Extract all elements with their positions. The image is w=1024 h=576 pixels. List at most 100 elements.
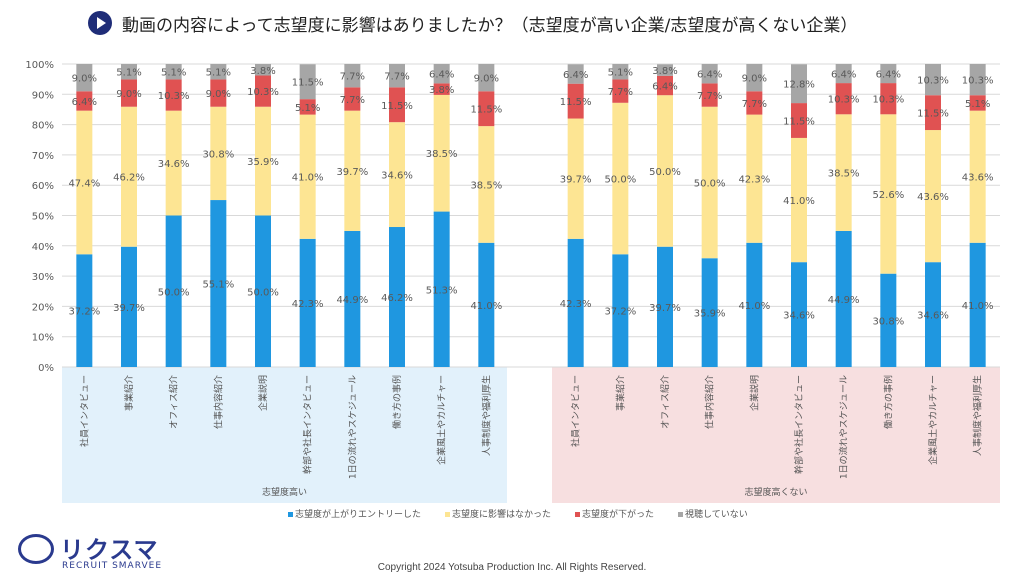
data-label: 38.5%: [470, 180, 502, 191]
x-tick-label: 社員インタビュー: [78, 375, 90, 447]
data-label: 7.7%: [697, 91, 722, 102]
bar-segment: [165, 79, 182, 111]
y-tick-label: 80%: [32, 121, 54, 132]
data-label: 39.7%: [649, 303, 681, 314]
data-label: 35.9%: [694, 309, 726, 320]
data-label: 42.3%: [738, 175, 770, 186]
play-icon: [88, 11, 112, 35]
bar-segment: [880, 114, 897, 274]
data-label: 11.5%: [783, 117, 815, 128]
copyright: Copyright 2024 Yotsuba Production Inc. A…: [377, 562, 647, 573]
data-label: 41.0%: [470, 301, 502, 312]
bar-segment: [210, 79, 227, 107]
y-tick-label: 60%: [32, 181, 54, 192]
bar-segment: [433, 64, 450, 84]
bar-segment: [746, 114, 763, 243]
data-label: 11.5%: [292, 78, 324, 89]
category-band: [62, 367, 507, 503]
data-label: 52.6%: [872, 190, 904, 201]
data-label: 5.1%: [116, 68, 141, 79]
data-label: 44.9%: [336, 295, 368, 306]
data-label: 43.6%: [962, 173, 994, 184]
data-label: 5.1%: [206, 68, 231, 79]
legend: 志望度が上がりエントリーした 志望度に影響はなかった 志望度が下がった 視聴して…: [288, 507, 748, 520]
data-label: 5.1%: [965, 99, 990, 110]
bar-segment: [925, 64, 941, 96]
bar-segment: [701, 83, 718, 107]
bar-segment: [880, 83, 897, 115]
data-label: 11.5%: [470, 105, 502, 116]
bar-segment: [567, 64, 584, 84]
data-label: 7.7%: [608, 87, 633, 98]
bar-segment: [121, 79, 137, 107]
data-label: 46.2%: [113, 173, 145, 184]
bar-segment: [880, 273, 897, 367]
bar-segment: [791, 64, 807, 104]
bar-segment: [121, 64, 137, 80]
data-label: 11.5%: [560, 97, 592, 108]
data-label: 3.8%: [429, 85, 454, 96]
data-label: 6.4%: [697, 70, 722, 81]
bar-segment: [791, 103, 807, 138]
bar-segment: [835, 114, 852, 231]
bar-segment: [76, 64, 93, 92]
y-tick-label: 50%: [32, 212, 54, 223]
data-label: 34.6%: [381, 171, 413, 182]
data-label: 50.0%: [604, 175, 636, 186]
x-tick-label: オフィス紹介: [659, 375, 671, 429]
bar-segment: [210, 64, 227, 80]
x-tick-label: 企業説明: [257, 375, 269, 411]
data-label: 50.0%: [694, 178, 726, 189]
data-label: 7.7%: [340, 95, 365, 106]
bar-segment: [76, 91, 93, 111]
x-tick-label: 仕事内容紹介: [212, 375, 224, 429]
data-label: 7.7%: [384, 72, 409, 83]
bar-segment: [925, 262, 941, 367]
bar-segment: [746, 64, 763, 92]
bar-segment: [165, 64, 182, 80]
bar-segment: [76, 110, 93, 255]
bar-segment: [344, 64, 361, 88]
x-tick-label: 企業風土やカルチャー: [436, 375, 448, 465]
bar-segment: [255, 75, 271, 107]
bar-segment: [389, 122, 405, 228]
bar-segment: [969, 242, 986, 367]
data-label: 10.3%: [828, 95, 860, 106]
y-tick-label: 20%: [32, 302, 54, 313]
data-label: 42.3%: [560, 299, 592, 310]
legend-entry: 志望度に影響はなかった: [445, 507, 551, 520]
data-label: 9.0%: [742, 74, 767, 85]
x-tick-label: 仕事内容紹介: [704, 375, 716, 429]
x-tick-label: 1日の流れやスケジュール: [838, 375, 850, 479]
y-tick-label: 40%: [32, 242, 54, 253]
data-label: 50.0%: [649, 167, 681, 178]
x-tick-label: 企業説明: [748, 375, 760, 411]
y-tick-label: 100%: [25, 60, 54, 71]
data-label: 3.8%: [652, 66, 677, 77]
slide-title: 動画の内容によって志望度に影響はありましたか？（志望度が高い企業/志望度が高くな…: [88, 8, 857, 38]
bar-segment: [657, 64, 673, 76]
bar-segment: [433, 211, 450, 367]
bar-segment: [299, 114, 316, 239]
bar-segment: [478, 91, 495, 127]
bar-segment: [925, 95, 941, 131]
x-tick-label: 社員インタビュー: [570, 375, 582, 447]
x-tick-label: 企業風土やカルチャー: [927, 375, 939, 465]
data-label: 30.8%: [202, 149, 234, 160]
data-label: 37.2%: [604, 307, 636, 318]
data-label: 10.3%: [962, 76, 994, 87]
x-tick-label: 働き方の事例: [391, 375, 403, 429]
bar-segment: [612, 79, 629, 103]
data-label: 39.7%: [113, 303, 145, 314]
data-label: 10.3%: [917, 76, 949, 87]
logo-kana: リクスマ: [60, 536, 159, 564]
x-tick-label: 1日の流れやスケジュール: [346, 375, 358, 479]
bar-segment: [255, 64, 271, 76]
y-tick-label: 90%: [32, 90, 54, 101]
data-label: 5.1%: [608, 68, 633, 79]
bar-segment: [389, 64, 405, 88]
bar-segment: [612, 64, 629, 80]
logo: リクスマ RECRUIT SMARVEE: [18, 534, 178, 576]
data-label: 35.9%: [247, 157, 279, 168]
